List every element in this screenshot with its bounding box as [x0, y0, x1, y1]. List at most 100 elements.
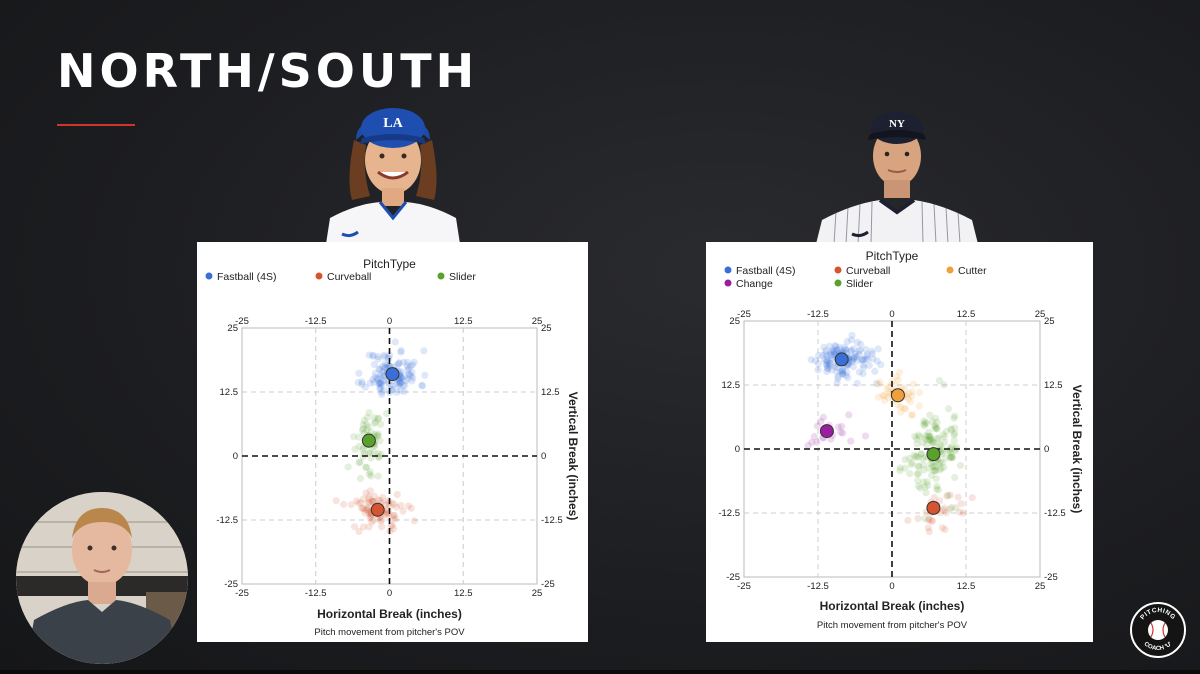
point-0-60 — [827, 348, 835, 356]
tick-left-0: -25 — [224, 579, 238, 590]
point-4-83 — [931, 466, 939, 475]
point-0-121 — [825, 360, 834, 368]
point-1-1 — [389, 512, 398, 520]
point-4-23 — [921, 435, 930, 443]
point-1-20 — [925, 516, 933, 524]
point-0-16 — [833, 368, 841, 376]
point-4-126 — [945, 446, 954, 454]
movement-chart-left: PitchType Fastball (4S) Curveball Slider -25… — [197, 242, 588, 642]
point-0-47 — [873, 379, 881, 388]
point-0-3 — [833, 347, 841, 355]
point-4-28 — [901, 456, 909, 464]
tick-bottom-4: 25 — [1035, 581, 1046, 592]
point-0-42 — [369, 351, 377, 359]
point-0-94 — [388, 385, 396, 394]
point-2-39 — [369, 448, 378, 456]
point-0-9 — [856, 346, 864, 354]
point-4-91 — [915, 453, 923, 461]
point-1-69 — [363, 506, 371, 514]
point-2-19 — [908, 387, 916, 396]
point-2-49 — [365, 470, 373, 479]
point-1-49 — [377, 517, 385, 525]
point-0-18 — [824, 365, 832, 373]
point-2-10 — [894, 376, 902, 384]
point-0-79 — [377, 371, 385, 379]
point-0-20 — [373, 374, 381, 383]
point-1-36 — [357, 499, 365, 507]
point-0-55 — [403, 366, 411, 374]
point-0-15 — [410, 358, 418, 366]
point-1-2 — [410, 517, 418, 525]
point-4-78 — [950, 414, 958, 422]
point-0-83 — [418, 382, 426, 390]
point-0-61 — [867, 347, 876, 355]
tick-left-3: 12.5 — [722, 380, 741, 391]
point-4-88 — [906, 470, 914, 478]
tick-right-2: 0 — [1044, 444, 1049, 455]
tick-right-4: 25 — [1044, 316, 1055, 327]
point-4-119 — [917, 450, 925, 459]
point-2-58 — [363, 426, 371, 434]
legend-label-1: Curveball — [327, 271, 371, 283]
point-4-99 — [896, 467, 904, 475]
point-0-90 — [824, 357, 832, 365]
dodgers-cap-logo: LA — [383, 116, 403, 131]
point-0-19 — [378, 368, 386, 376]
point-0-84 — [814, 366, 822, 374]
point-4-72 — [929, 439, 937, 447]
point-4-31 — [926, 411, 934, 419]
point-2-35 — [359, 425, 367, 433]
point-4-110 — [914, 482, 923, 490]
point-1-28 — [359, 523, 368, 531]
point-0-24 — [848, 356, 856, 365]
point-4-16 — [940, 438, 949, 446]
point-0-99 — [834, 373, 842, 381]
point-0-101 — [842, 371, 850, 380]
tick-bottom-2: 0 — [387, 588, 392, 599]
point-0-113 — [842, 346, 850, 354]
point-1-11 — [928, 516, 936, 524]
svg-text:COACH 'U': COACH 'U' — [1143, 641, 1174, 652]
point-0-4 — [370, 379, 378, 387]
point-2-2 — [356, 474, 365, 483]
point-0-28 — [833, 345, 841, 354]
point-2-16 — [365, 409, 373, 417]
point-0-48 — [402, 377, 410, 385]
point-0-43 — [361, 383, 369, 391]
point-4-47 — [915, 462, 923, 471]
point-1-12 — [365, 495, 373, 503]
point-2-3 — [900, 405, 908, 413]
tick-bottom-0: -25 — [737, 581, 751, 592]
point-0-66 — [375, 365, 383, 373]
yankees-cap-logo: NY — [889, 118, 905, 130]
point-0-76 — [814, 360, 823, 368]
point-4-7 — [913, 440, 921, 448]
point-0-118 — [371, 373, 379, 381]
point-0-83 — [839, 370, 847, 378]
tick-left-1: -12.5 — [718, 508, 740, 519]
point-0-111 — [830, 348, 838, 356]
point-0-17 — [378, 390, 386, 398]
point-0-45 — [815, 351, 823, 360]
tick-right-2: 0 — [541, 451, 546, 462]
point-3-4 — [838, 422, 846, 431]
point-0-51 — [391, 338, 399, 346]
point-0-75 — [397, 347, 405, 355]
point-4-42 — [937, 464, 945, 472]
point-0-50 — [811, 357, 819, 365]
point-1-8 — [368, 497, 376, 505]
point-0-115 — [853, 356, 861, 365]
point-3-8 — [839, 429, 847, 437]
point-4-122 — [929, 438, 937, 446]
tick-top-3: 12.5 — [454, 316, 473, 327]
legend-label-0: Fastball (4S) — [217, 271, 277, 283]
webcam-presenter — [16, 492, 188, 664]
point-4-8 — [926, 432, 934, 440]
point-4-90 — [947, 453, 955, 461]
point-0-93 — [403, 375, 411, 383]
point-4-118 — [933, 419, 941, 427]
point-4-130 — [927, 471, 936, 480]
point-1-64 — [365, 498, 373, 507]
point-2-8 — [905, 389, 913, 398]
point-4-81 — [935, 377, 944, 385]
